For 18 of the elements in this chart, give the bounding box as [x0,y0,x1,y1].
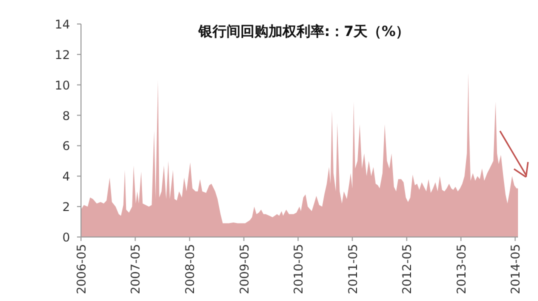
y-tick-label: 12 [54,48,70,62]
x-tick-label: 2008-05 [183,244,198,294]
y-tick-label: 4 [62,170,70,184]
x-tick-label: 2012-05 [400,244,414,294]
x-tick-label: 2009-05 [237,244,252,294]
y-tick-label: 2 [62,200,70,214]
y-tick-label: 14 [54,18,70,32]
x-tick-label: 2013-05 [454,244,468,294]
y-tick-label: 6 [62,139,70,154]
x-tick-label: 2010-05 [292,244,306,294]
chart-title: 银行间回购加权利率:：7天（%） [197,23,410,40]
x-tick-label: 2006-05 [74,244,88,294]
y-tick-label: 8 [62,108,70,123]
x-tick-label: 2011-05 [346,244,360,294]
y-tick-label: 0 [62,230,70,244]
x-tick-label: 2014-05 [508,244,523,294]
y-tick-label: 10 [54,78,70,92]
x-tick-label: 2007-05 [128,244,143,294]
